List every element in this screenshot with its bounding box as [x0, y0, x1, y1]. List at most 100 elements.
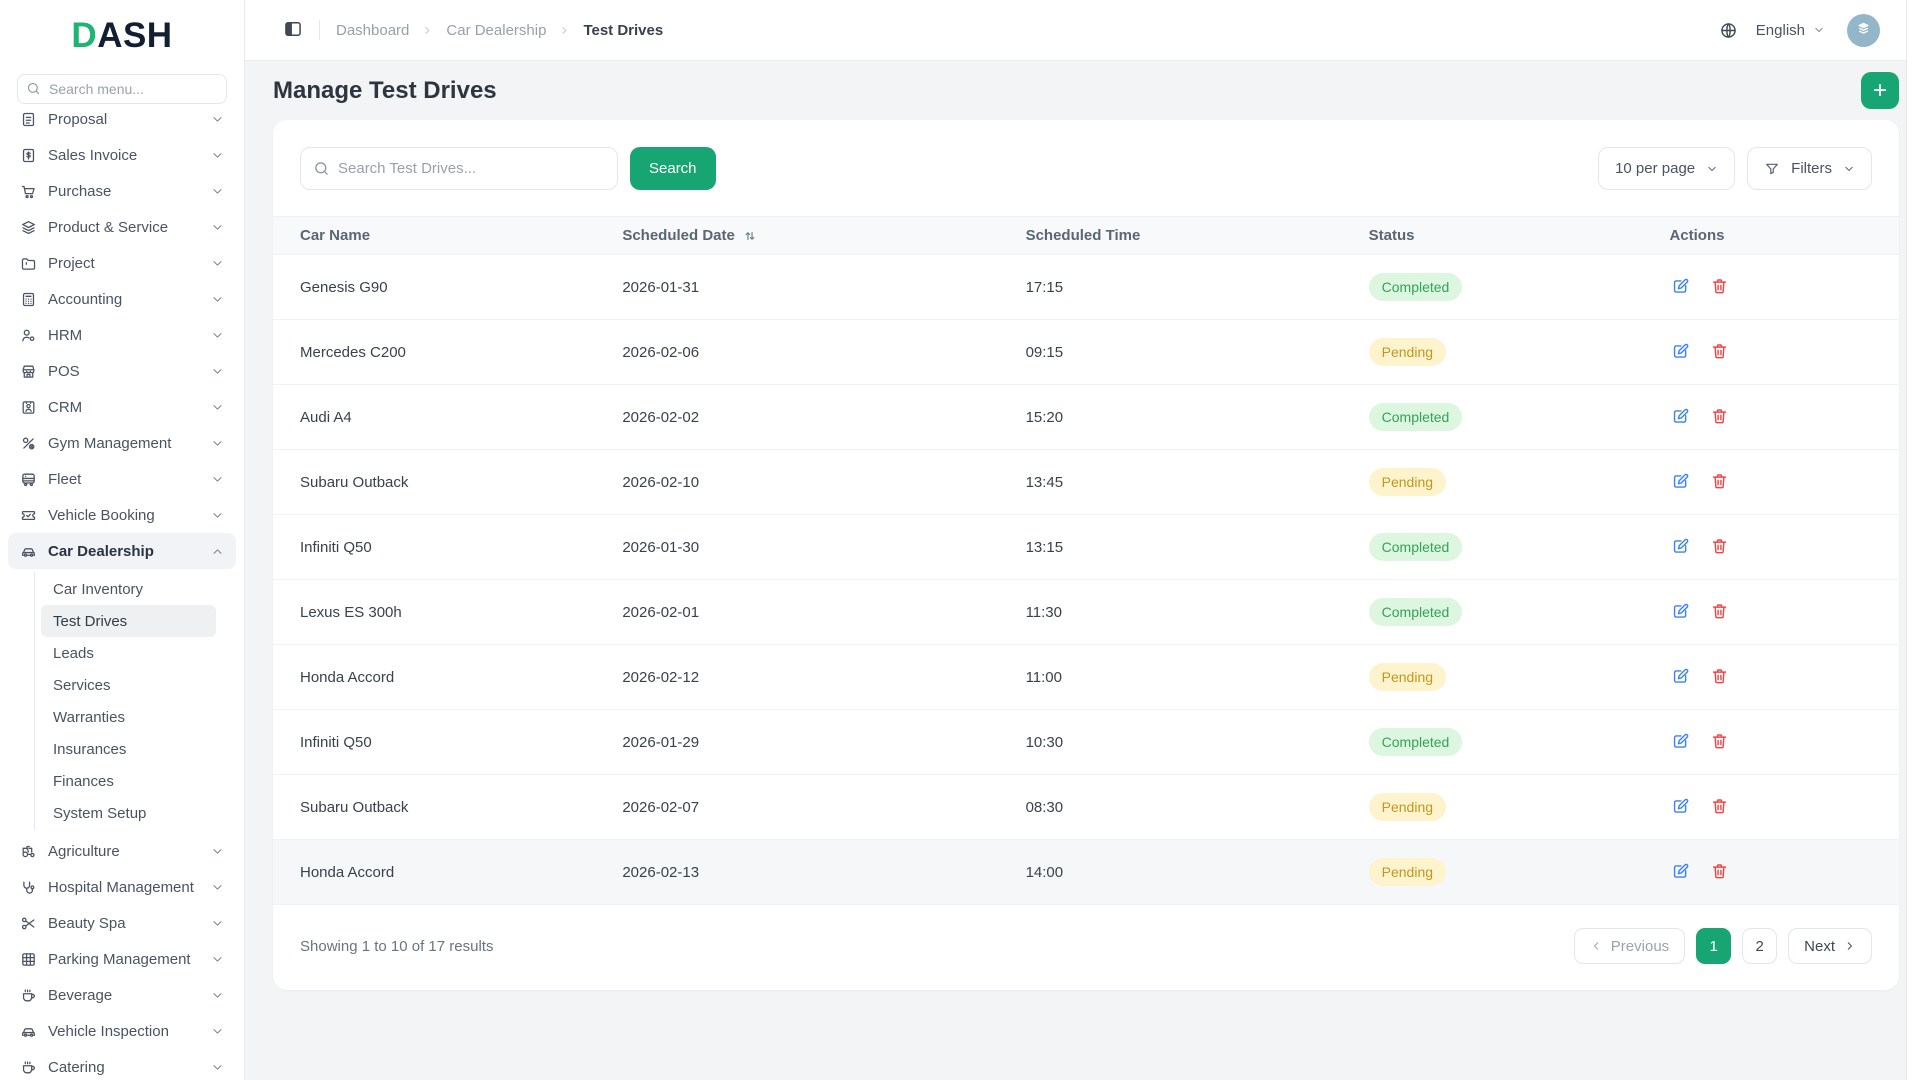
per-page-value: 10 per page — [1615, 160, 1696, 177]
sidebar-item-product-service[interactable]: Product & Service — [8, 209, 236, 245]
delete-button[interactable] — [1708, 470, 1731, 493]
edit-button[interactable] — [1669, 275, 1692, 298]
sidebar-subitem-insurances[interactable]: Insurances — [53, 740, 127, 758]
bus-icon — [20, 471, 37, 488]
sidebar-subitem-services[interactable]: Services — [53, 676, 111, 694]
delete-button[interactable] — [1708, 730, 1731, 753]
car-icon — [20, 543, 37, 560]
sidebar-item-project[interactable]: Project — [8, 245, 236, 281]
edit-button[interactable] — [1669, 860, 1692, 883]
edit-button[interactable] — [1669, 535, 1692, 558]
sidebar-item-hospital-management[interactable]: Hospital Management — [8, 869, 236, 905]
cell-car-name: Subaru Outback — [273, 449, 607, 515]
sidebar-item-hrm[interactable]: HRM — [8, 317, 236, 353]
cell-scheduled-date: 2026-02-10 — [606, 449, 1010, 515]
edit-button[interactable] — [1669, 795, 1692, 818]
delete-button[interactable] — [1708, 535, 1731, 558]
cell-car-name: Subaru Outback — [273, 774, 607, 840]
edit-button[interactable] — [1669, 600, 1692, 623]
sidebar-item-fleet[interactable]: Fleet — [8, 461, 236, 497]
sidebar-subitem-car-inventory[interactable]: Car Inventory — [53, 580, 144, 598]
table-row: Subaru Outback 2026-02-07 08:30 Pending — [273, 774, 1899, 840]
cell-actions — [1653, 514, 1899, 580]
sidebar-item-crm[interactable]: CRM — [8, 389, 236, 425]
search-button[interactable]: Search — [630, 147, 716, 190]
chevron-down-icon — [211, 509, 224, 522]
delete-button[interactable] — [1708, 275, 1731, 298]
sidebar-item-catering[interactable]: Catering — [8, 1049, 236, 1080]
people-icon — [20, 327, 37, 344]
table-search-input[interactable] — [338, 160, 607, 177]
sidebar-subitem-system-setup[interactable]: System Setup — [53, 804, 147, 822]
delete-button[interactable] — [1708, 340, 1731, 363]
cell-scheduled-date: 2026-02-02 — [606, 384, 1010, 450]
delete-button[interactable] — [1708, 860, 1731, 883]
sidebar-item-purchase[interactable]: Purchase — [8, 173, 236, 209]
previous-page-button[interactable]: Previous — [1573, 928, 1686, 964]
status-badge: Pending — [1368, 663, 1447, 691]
sidebar-item-vehicle-inspection[interactable]: Vehicle Inspection — [8, 1013, 236, 1049]
sidebar-item-parking-management[interactable]: Parking Management — [8, 941, 236, 977]
sidebar-item-beverage[interactable]: Beverage — [8, 977, 236, 1013]
cell-status: Pending — [1352, 839, 1654, 905]
sidebar-item-beauty-spa[interactable]: Beauty Spa — [8, 905, 236, 941]
brand-logo-rest: ASH — [97, 16, 173, 55]
edit-button[interactable] — [1669, 470, 1692, 493]
delete-button[interactable] — [1708, 600, 1731, 623]
page-scrollbar[interactable] — [1906, 0, 1920, 1080]
delete-button[interactable] — [1708, 795, 1731, 818]
add-test-drive-button[interactable]: + — [1861, 72, 1899, 109]
next-page-button[interactable]: Next — [1788, 928, 1872, 964]
brand-logo[interactable]: D ASH — [0, 0, 244, 72]
cell-car-name: Infiniti Q50 — [273, 709, 607, 775]
sidebar-item-gym-management[interactable]: Gym Management — [8, 425, 236, 461]
grid-icon — [20, 951, 37, 968]
cell-actions — [1653, 319, 1899, 385]
delete-button[interactable] — [1708, 665, 1731, 688]
sidebar-item-label: Proposal — [48, 110, 108, 128]
sidebar-item-sales-invoice[interactable]: Sales Invoice — [8, 137, 236, 173]
cell-car-name: Audi A4 — [273, 384, 607, 450]
breadcrumb-item-car-dealership[interactable]: Car Dealership — [446, 21, 547, 39]
edit-button[interactable] — [1669, 665, 1692, 688]
globe-icon[interactable] — [1719, 21, 1738, 40]
language-selector[interactable]: English — [1748, 22, 1825, 39]
filters-button[interactable]: Filters — [1747, 147, 1872, 190]
contact-card-icon — [20, 399, 37, 416]
sidebar-item-vehicle-booking[interactable]: Vehicle Booking — [8, 497, 236, 533]
sidebar-item-agriculture[interactable]: Agriculture — [8, 833, 236, 869]
sort-icon[interactable] — [743, 229, 757, 243]
page-button-2[interactable]: 2 — [1742, 928, 1778, 964]
user-avatar[interactable] — [1847, 13, 1880, 47]
table-row: Audi A4 2026-02-02 15:20 Completed — [273, 384, 1899, 450]
cell-scheduled-time: 11:30 — [1009, 579, 1353, 645]
per-page-select[interactable]: 10 per page — [1598, 147, 1736, 190]
sidebar-subitem-test-drives[interactable]: Test Drives — [41, 605, 216, 637]
chevron-down-icon — [211, 953, 224, 966]
sidebar-subitem-finances[interactable]: Finances — [53, 772, 114, 790]
sidebar-toggle-button[interactable] — [281, 17, 305, 44]
sidebar-search-input[interactable] — [17, 74, 227, 104]
cell-car-name: Honda Accord — [273, 644, 607, 710]
cell-car-name: Mercedes C200 — [273, 319, 607, 385]
brand-logo-d: D — [71, 16, 98, 55]
sidebar-item-accounting[interactable]: Accounting — [8, 281, 236, 317]
cell-scheduled-date: 2026-02-01 — [606, 579, 1010, 645]
sidebar-item-car-dealership[interactable]: Car Dealership — [8, 533, 236, 569]
sidebar-item-proposal[interactable]: Proposal — [8, 110, 236, 137]
chevron-down-icon — [211, 257, 224, 270]
cell-scheduled-date: 2026-01-30 — [606, 514, 1010, 580]
edit-button[interactable] — [1669, 730, 1692, 753]
sidebar-subitem-warranties[interactable]: Warranties — [53, 708, 125, 726]
delete-button[interactable] — [1708, 405, 1731, 428]
chevron-down-icon — [211, 221, 224, 234]
page-button-1[interactable]: 1 — [1696, 928, 1732, 964]
chevron-down-icon — [1813, 24, 1825, 36]
edit-button[interactable] — [1669, 405, 1692, 428]
breadcrumb-item-dashboard[interactable]: Dashboard — [336, 21, 410, 39]
edit-button[interactable] — [1669, 340, 1692, 363]
sidebar-item-pos[interactable]: POS — [8, 353, 236, 389]
sidebar-subitem-leads[interactable]: Leads — [53, 644, 94, 662]
